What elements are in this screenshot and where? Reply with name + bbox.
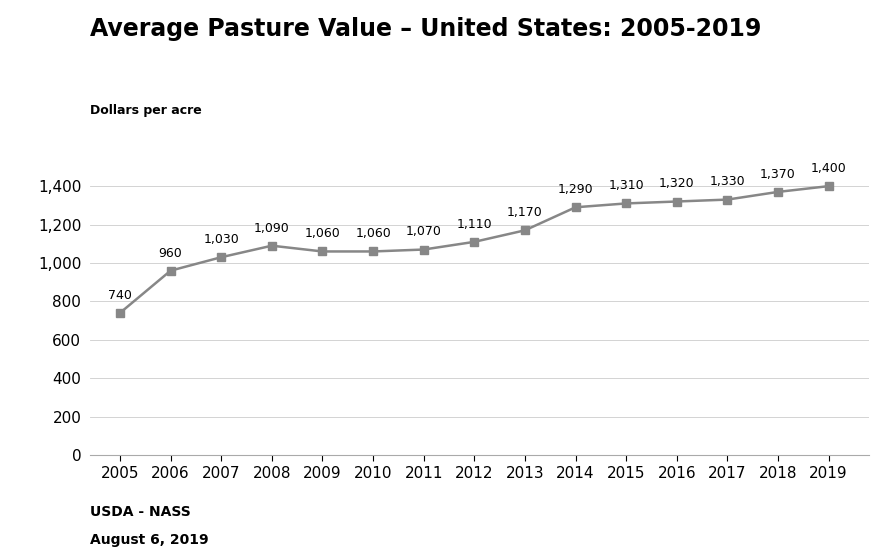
Text: 1,060: 1,060 bbox=[305, 228, 340, 240]
Text: USDA - NASS: USDA - NASS bbox=[90, 505, 190, 519]
Text: Average Pasture Value – United States: 2005-2019: Average Pasture Value – United States: 2… bbox=[90, 17, 761, 41]
Text: 1,090: 1,090 bbox=[254, 221, 289, 235]
Text: 1,060: 1,060 bbox=[355, 228, 391, 240]
Text: August 6, 2019: August 6, 2019 bbox=[90, 533, 208, 547]
Text: 1,310: 1,310 bbox=[608, 179, 644, 193]
Text: 1,400: 1,400 bbox=[811, 162, 847, 175]
Text: 1,170: 1,170 bbox=[507, 206, 543, 219]
Text: 1,030: 1,030 bbox=[203, 233, 239, 246]
Text: 960: 960 bbox=[159, 246, 183, 260]
Text: Dollars per acre: Dollars per acre bbox=[90, 104, 202, 117]
Text: 1,290: 1,290 bbox=[557, 183, 593, 196]
Text: 1,370: 1,370 bbox=[760, 168, 796, 181]
Text: 1,110: 1,110 bbox=[456, 218, 492, 231]
Text: 1,330: 1,330 bbox=[710, 175, 745, 189]
Text: 1,320: 1,320 bbox=[659, 178, 694, 190]
Text: 740: 740 bbox=[108, 289, 132, 302]
Text: 1,070: 1,070 bbox=[406, 225, 442, 239]
